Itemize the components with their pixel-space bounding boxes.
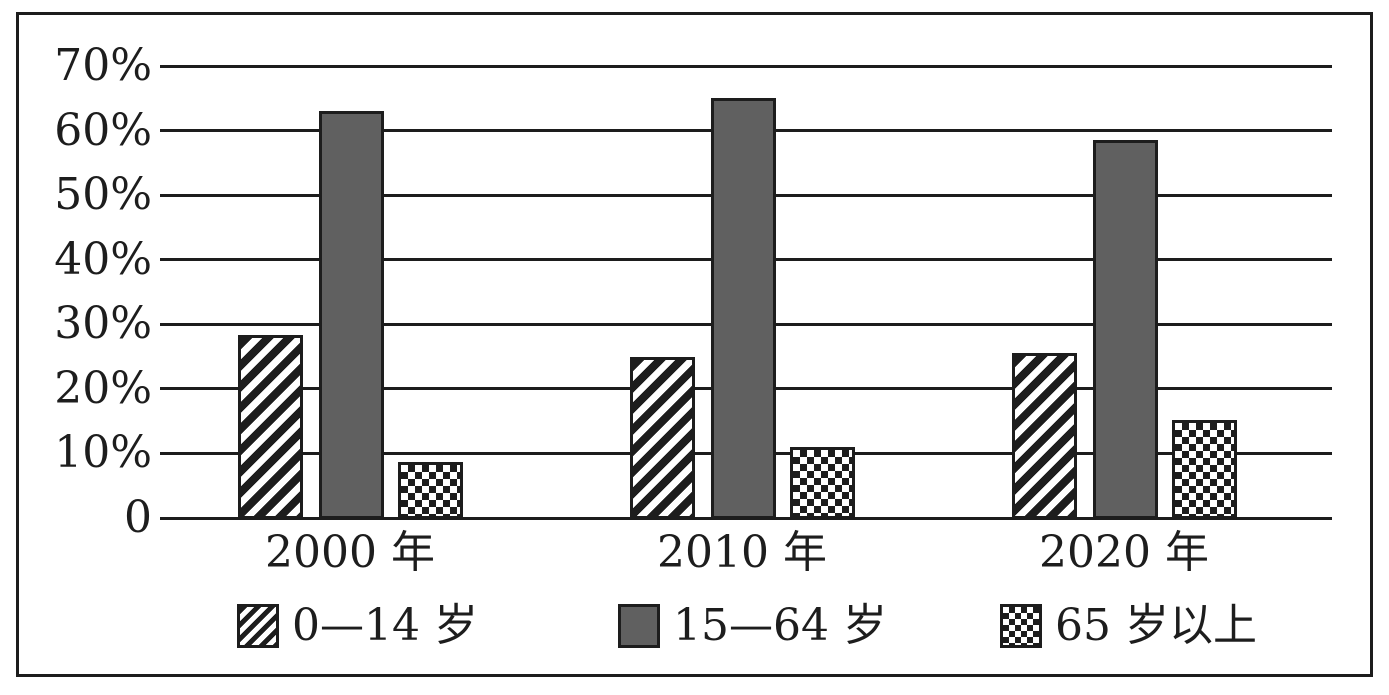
y-tick-label-10: 10% bbox=[54, 427, 152, 479]
legend-label-2: 65 岁以上 bbox=[1055, 600, 1257, 651]
y-tick-label-20: 20% bbox=[54, 362, 152, 414]
bar-2010年-series-2 bbox=[790, 446, 855, 520]
legend-swatch-diagonal-hatch-icon bbox=[237, 604, 279, 648]
bar-2000年-series-0 bbox=[238, 335, 303, 520]
bar-2000年-series-1 bbox=[319, 111, 384, 520]
legend-item-1: 15—64 岁 bbox=[618, 604, 887, 648]
y-tick-label-30: 30% bbox=[54, 298, 152, 350]
bar-2010年-series-1 bbox=[711, 98, 776, 520]
bar-2020年-series-1 bbox=[1093, 140, 1158, 520]
gridline-70 bbox=[160, 64, 1332, 68]
legend-label-0: 0—14 岁 bbox=[292, 600, 478, 651]
bar-2020年-series-0 bbox=[1012, 353, 1077, 520]
x-category-label-2: 2020 年 bbox=[1039, 527, 1209, 578]
y-tick-label-0: 0 bbox=[124, 492, 152, 543]
x-category-label-1: 2010 年 bbox=[657, 527, 827, 578]
bar-2020年-series-2 bbox=[1172, 419, 1237, 520]
bar-2000年-series-2 bbox=[398, 462, 463, 520]
legend-swatch-checkerboard-icon bbox=[1000, 604, 1042, 648]
legend-item-2: 65 岁以上 bbox=[1000, 604, 1257, 648]
y-tick-label-60: 60% bbox=[54, 104, 152, 156]
x-category-label-0: 2000 年 bbox=[265, 527, 435, 578]
chart-frame: 70% 60% 50% 40% 30% 20% 10% 0 2000 年 2010 年 2020 … bbox=[16, 12, 1373, 677]
y-tick-label-70: 70% bbox=[54, 40, 152, 91]
y-tick-label-50: 50% bbox=[54, 169, 152, 221]
legend-item-0: 0—14 岁 bbox=[237, 604, 478, 648]
legend-swatch-solid-icon bbox=[618, 604, 660, 648]
y-tick-label-40: 40% bbox=[54, 233, 152, 285]
bar-2010年-series-0 bbox=[630, 356, 695, 520]
legend-label-1: 15—64 岁 bbox=[673, 600, 887, 651]
